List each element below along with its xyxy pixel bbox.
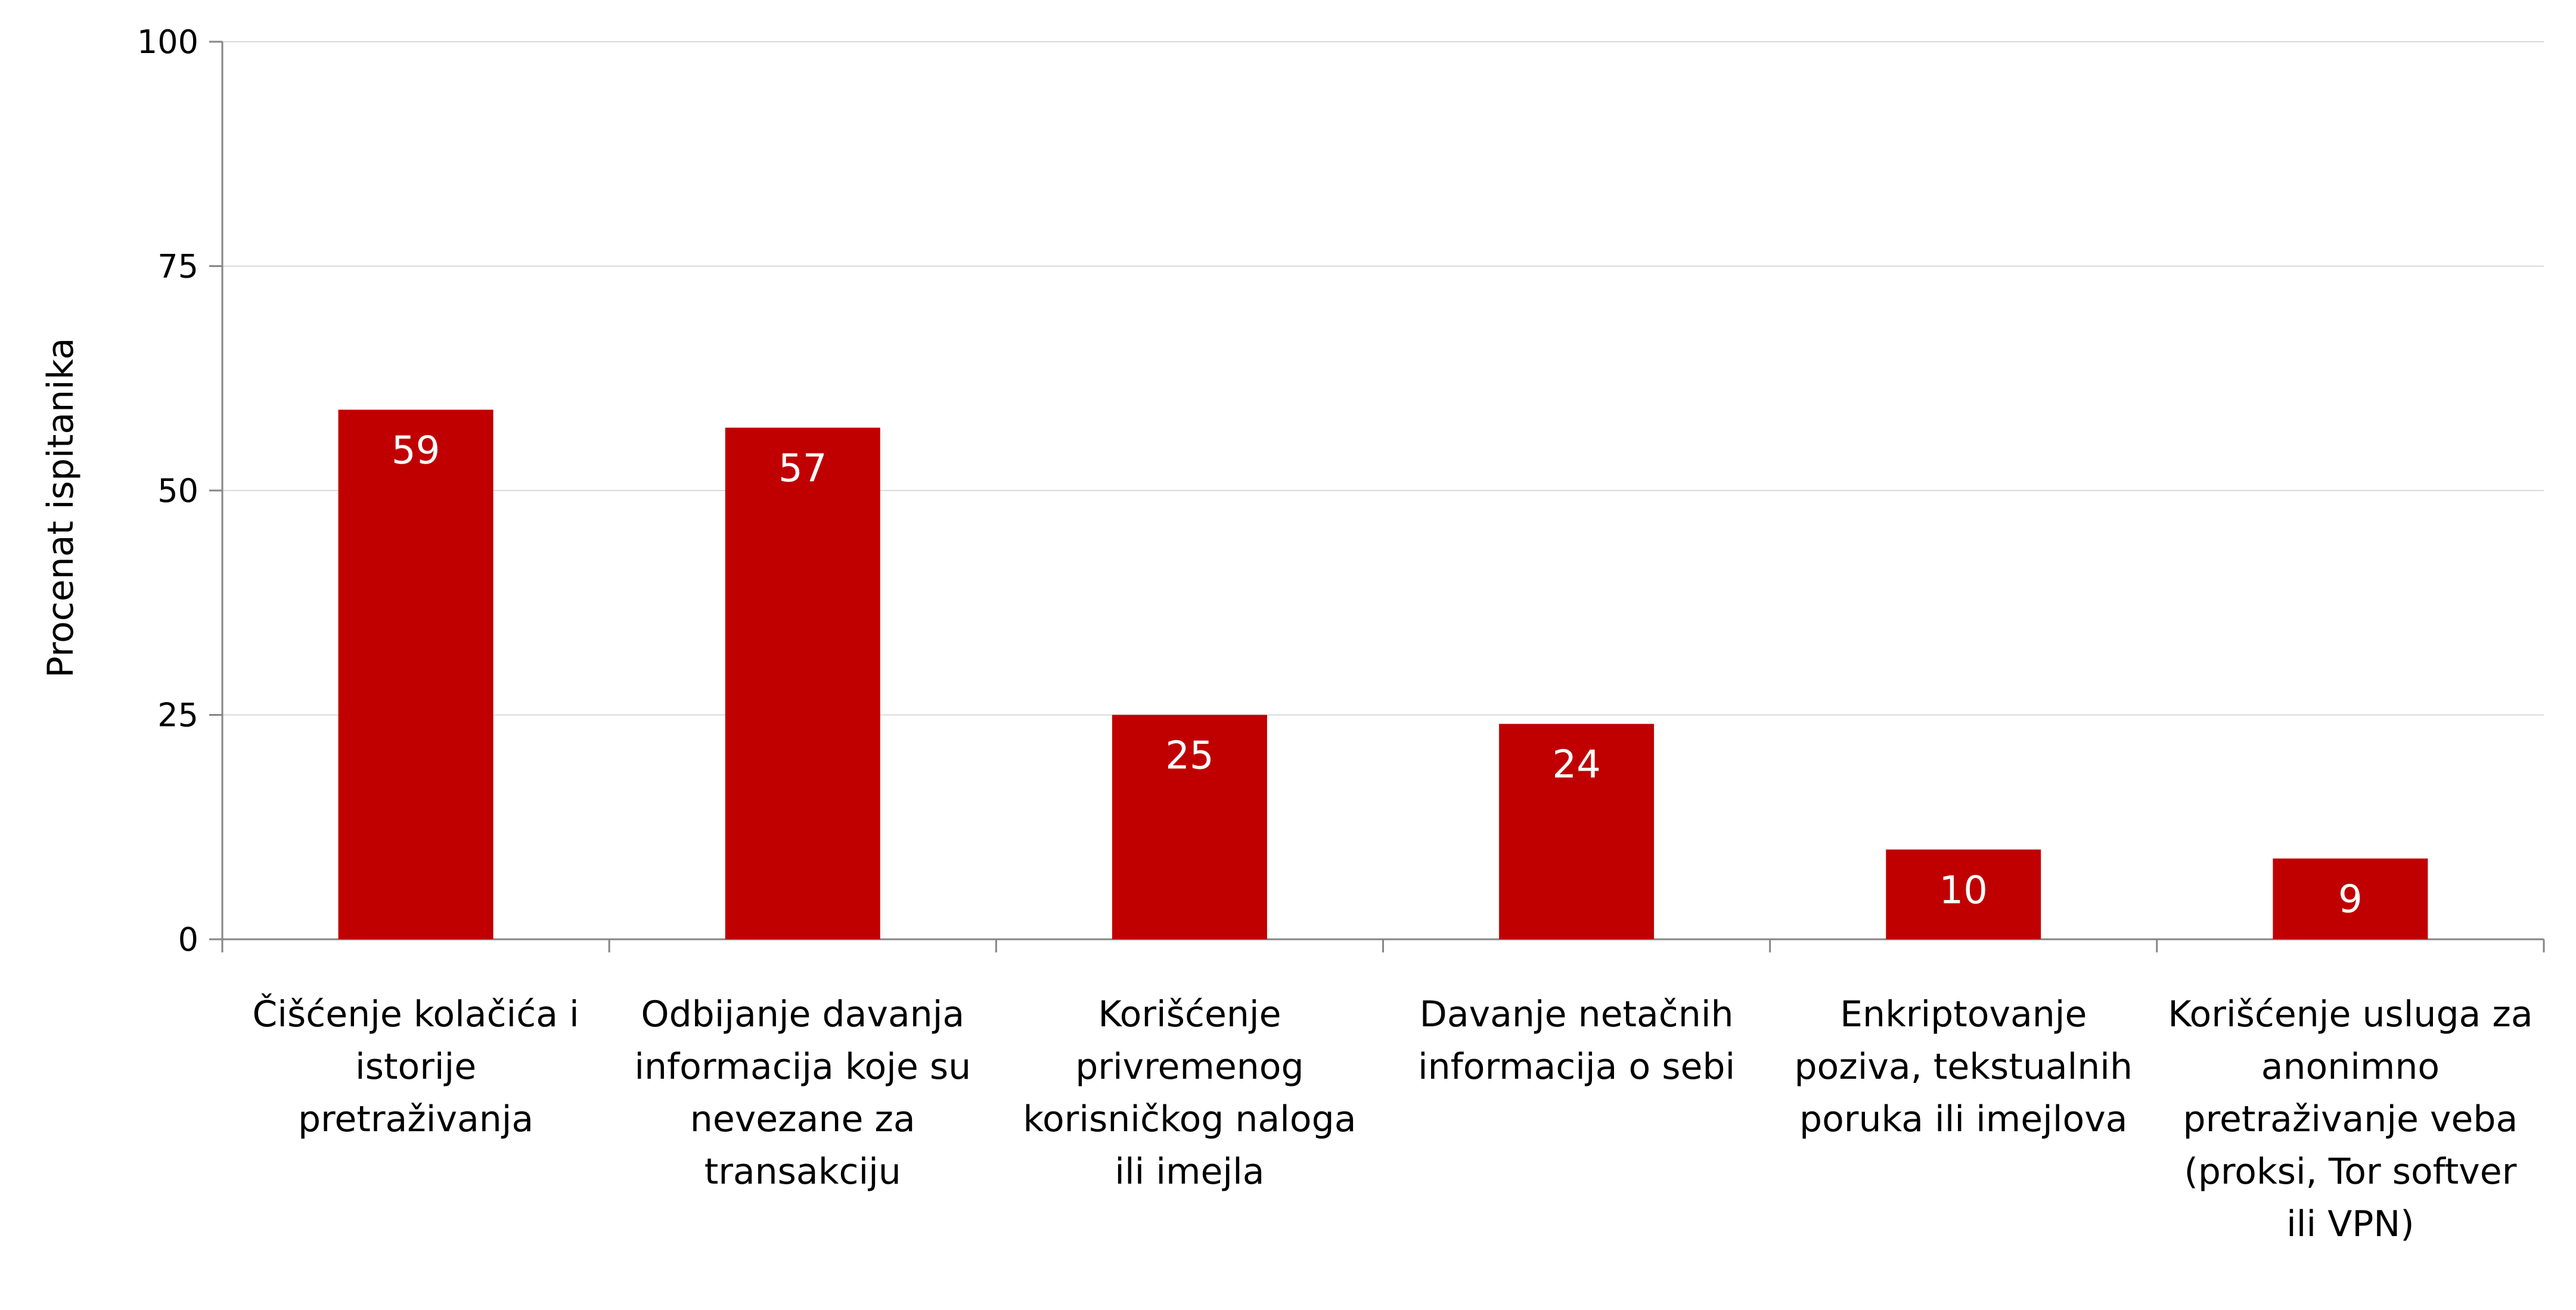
bar (1112, 715, 1267, 939)
x-tick-label-line: ili VPN) (2286, 1203, 2414, 1245)
x-tick-label-line: anonimno (2261, 1046, 2440, 1088)
x-axis (221, 938, 2545, 952)
y-tick-label: 25 (157, 697, 198, 734)
bar (1886, 849, 2041, 939)
x-tick-label-line: Korišćenje usluga za (2168, 994, 2532, 1035)
x-tick-label-line: nevezane za (690, 1098, 915, 1140)
x-tick-label-line: transakciju (704, 1151, 901, 1193)
x-tick-label-line: poruka ili imejlova (1799, 1098, 2127, 1140)
x-tick-label-line: Enkriptovanje (1840, 994, 2087, 1035)
gridlines (222, 41, 2544, 716)
data-label: 9 (2338, 877, 2363, 921)
x-tick-label-line: Korišćenje (1098, 994, 1281, 1035)
x-tick-label: Enkriptovanje poziva, tekstualnih poruka i… (1794, 994, 2133, 1140)
data-label: 25 (1165, 734, 1213, 778)
x-tick-label-line: korisničkog naloga (1023, 1098, 1356, 1140)
y-axis: 0 25 50 75 100 (137, 23, 224, 958)
data-label: 57 (778, 447, 827, 491)
x-tick-label-line: Odbijanje davanja (641, 994, 964, 1035)
x-tick-label: Odbijanje davanja informacija koje su neve… (634, 994, 971, 1193)
x-tick-label-line: poziva, tekstualnih (1794, 1046, 2133, 1088)
y-tick-label: 50 (157, 472, 198, 510)
y-axis-title: Procenat ispitanika (40, 338, 82, 678)
x-tick-label-line: informacija koje su (634, 1046, 971, 1088)
y-tick-label: 100 (137, 23, 198, 61)
data-label: 10 (1939, 868, 1988, 912)
x-tick-label: Čišćenje kolačića i istorije pretraživanja (252, 993, 579, 1140)
x-tick-label: Korišćenje usluga za anonimno pretraživanj… (2168, 994, 2532, 1245)
data-label: 59 (392, 429, 440, 473)
data-label: 24 (1552, 743, 1600, 787)
x-tick-label-line: privremenog (1075, 1046, 1303, 1088)
bars (338, 409, 2428, 939)
y-tick-label: 75 (157, 248, 198, 285)
value-labels: 59 57 25 24 10 9 (392, 429, 2363, 921)
bar (1499, 724, 1655, 939)
x-tick-label: Korišćenje privremenog korisničkog naloga i… (1023, 994, 1356, 1193)
x-tick-label-line: istorije (355, 1046, 476, 1088)
category-labels: Čišćenje kolačića i istorije pretraživanja… (252, 993, 2532, 1245)
bar (725, 427, 880, 939)
x-tick-label-line: pretraživanja (298, 1098, 533, 1140)
bar (338, 409, 494, 939)
x-tick-label-line: pretraživanje veba (2183, 1098, 2518, 1140)
x-tick-label-line: ili imejla (1115, 1151, 1264, 1193)
y-tick-label: 0 (178, 921, 198, 958)
x-tick-label-line: (proksi, Tor softver (2184, 1151, 2516, 1193)
x-tick-label: Davanje netačnih informacija o sebi (1418, 994, 1735, 1088)
x-tick-label-line: informacija o sebi (1418, 1046, 1735, 1088)
x-tick-label-line: Čišćenje kolačića i (252, 993, 579, 1035)
bar (2273, 858, 2428, 939)
x-tick-label-line: Davanje netačnih (1420, 994, 1734, 1035)
